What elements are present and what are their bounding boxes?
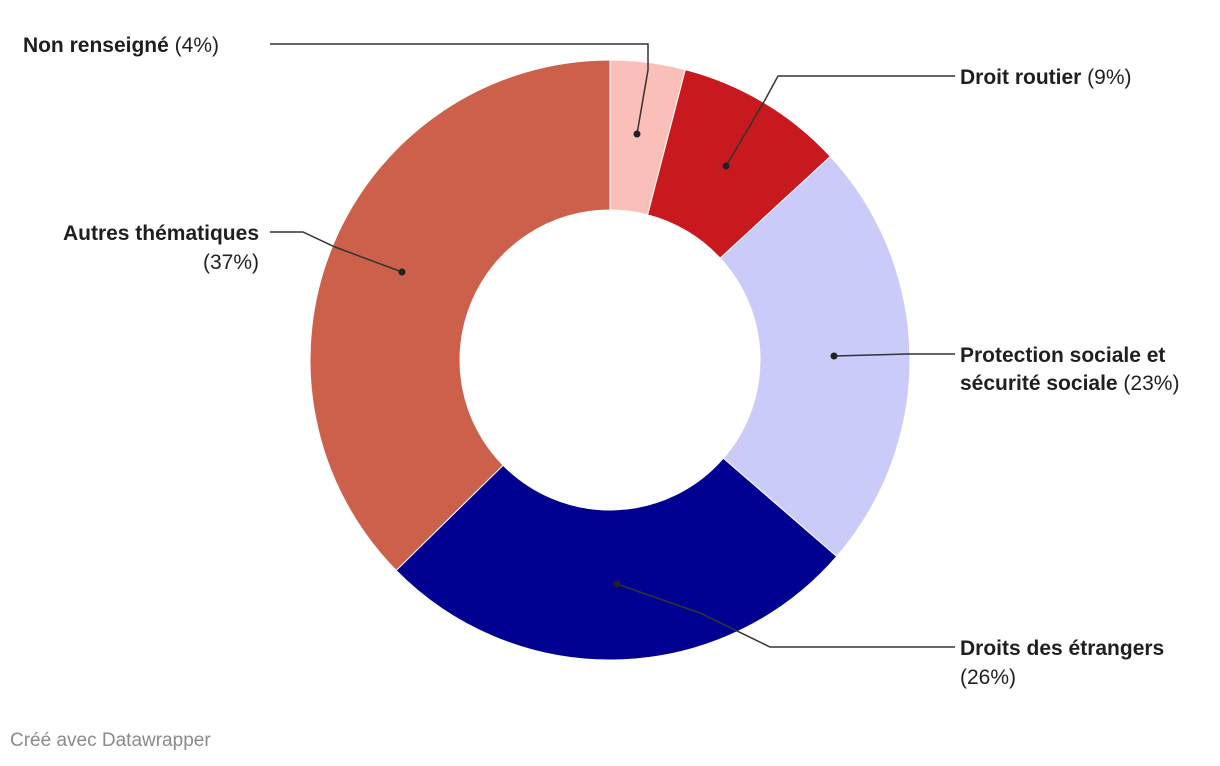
datawrapper-credit: Créé avec Datawrapper — [10, 730, 211, 751]
slice-label-percent: (4%) — [169, 34, 219, 57]
leader-line — [270, 43, 649, 135]
leader-dot — [633, 130, 641, 138]
leader-line — [725, 75, 955, 167]
leader-dot — [722, 162, 730, 170]
slice-droits-des-etrangers — [395, 457, 838, 661]
slice-label-percent: (37%) — [203, 251, 259, 274]
slice-label: (26%) — [960, 666, 1016, 689]
leader-line — [270, 231, 403, 273]
slice-label-name: Protection sociale et — [960, 344, 1165, 367]
leader-lines — [270, 43, 955, 648]
leader-dot — [398, 268, 406, 276]
leader-line — [616, 583, 955, 648]
slice-autres-thematiques — [309, 59, 611, 572]
leader-line — [833, 353, 955, 357]
slice-label-percent: (23%) — [1118, 372, 1180, 395]
slice-label-name: Non renseigné — [23, 34, 169, 57]
slice-label: sécurité sociale (23%) — [960, 372, 1179, 395]
slice-label: (37%) — [203, 251, 259, 274]
slice-label-name: sécurité sociale — [960, 372, 1118, 395]
slice-label-name: Droit routier — [960, 66, 1081, 89]
slice-label-percent: (26%) — [960, 666, 1016, 689]
slice-label-name: Droits des étrangers — [960, 637, 1164, 660]
slice-protection-sociale-et-securite-sociale — [719, 155, 911, 558]
slice-label-name: Autres thématiques — [63, 222, 259, 245]
slice-label: Autres thématiques — [63, 222, 259, 245]
donut-slices — [309, 59, 911, 661]
leader-dot — [830, 352, 838, 360]
slice-label: Droits des étrangers — [960, 637, 1164, 660]
leader-dot — [613, 580, 621, 588]
slice-label: Non renseigné (4%) — [23, 34, 219, 57]
slice-label-percent: (9%) — [1081, 66, 1131, 89]
slice-label: Protection sociale et — [960, 344, 1165, 367]
slice-labels: Non renseigné (4%) Droit routier (9%) Prot… — [23, 34, 1180, 689]
slice-label: Droit routier (9%) — [960, 66, 1132, 89]
